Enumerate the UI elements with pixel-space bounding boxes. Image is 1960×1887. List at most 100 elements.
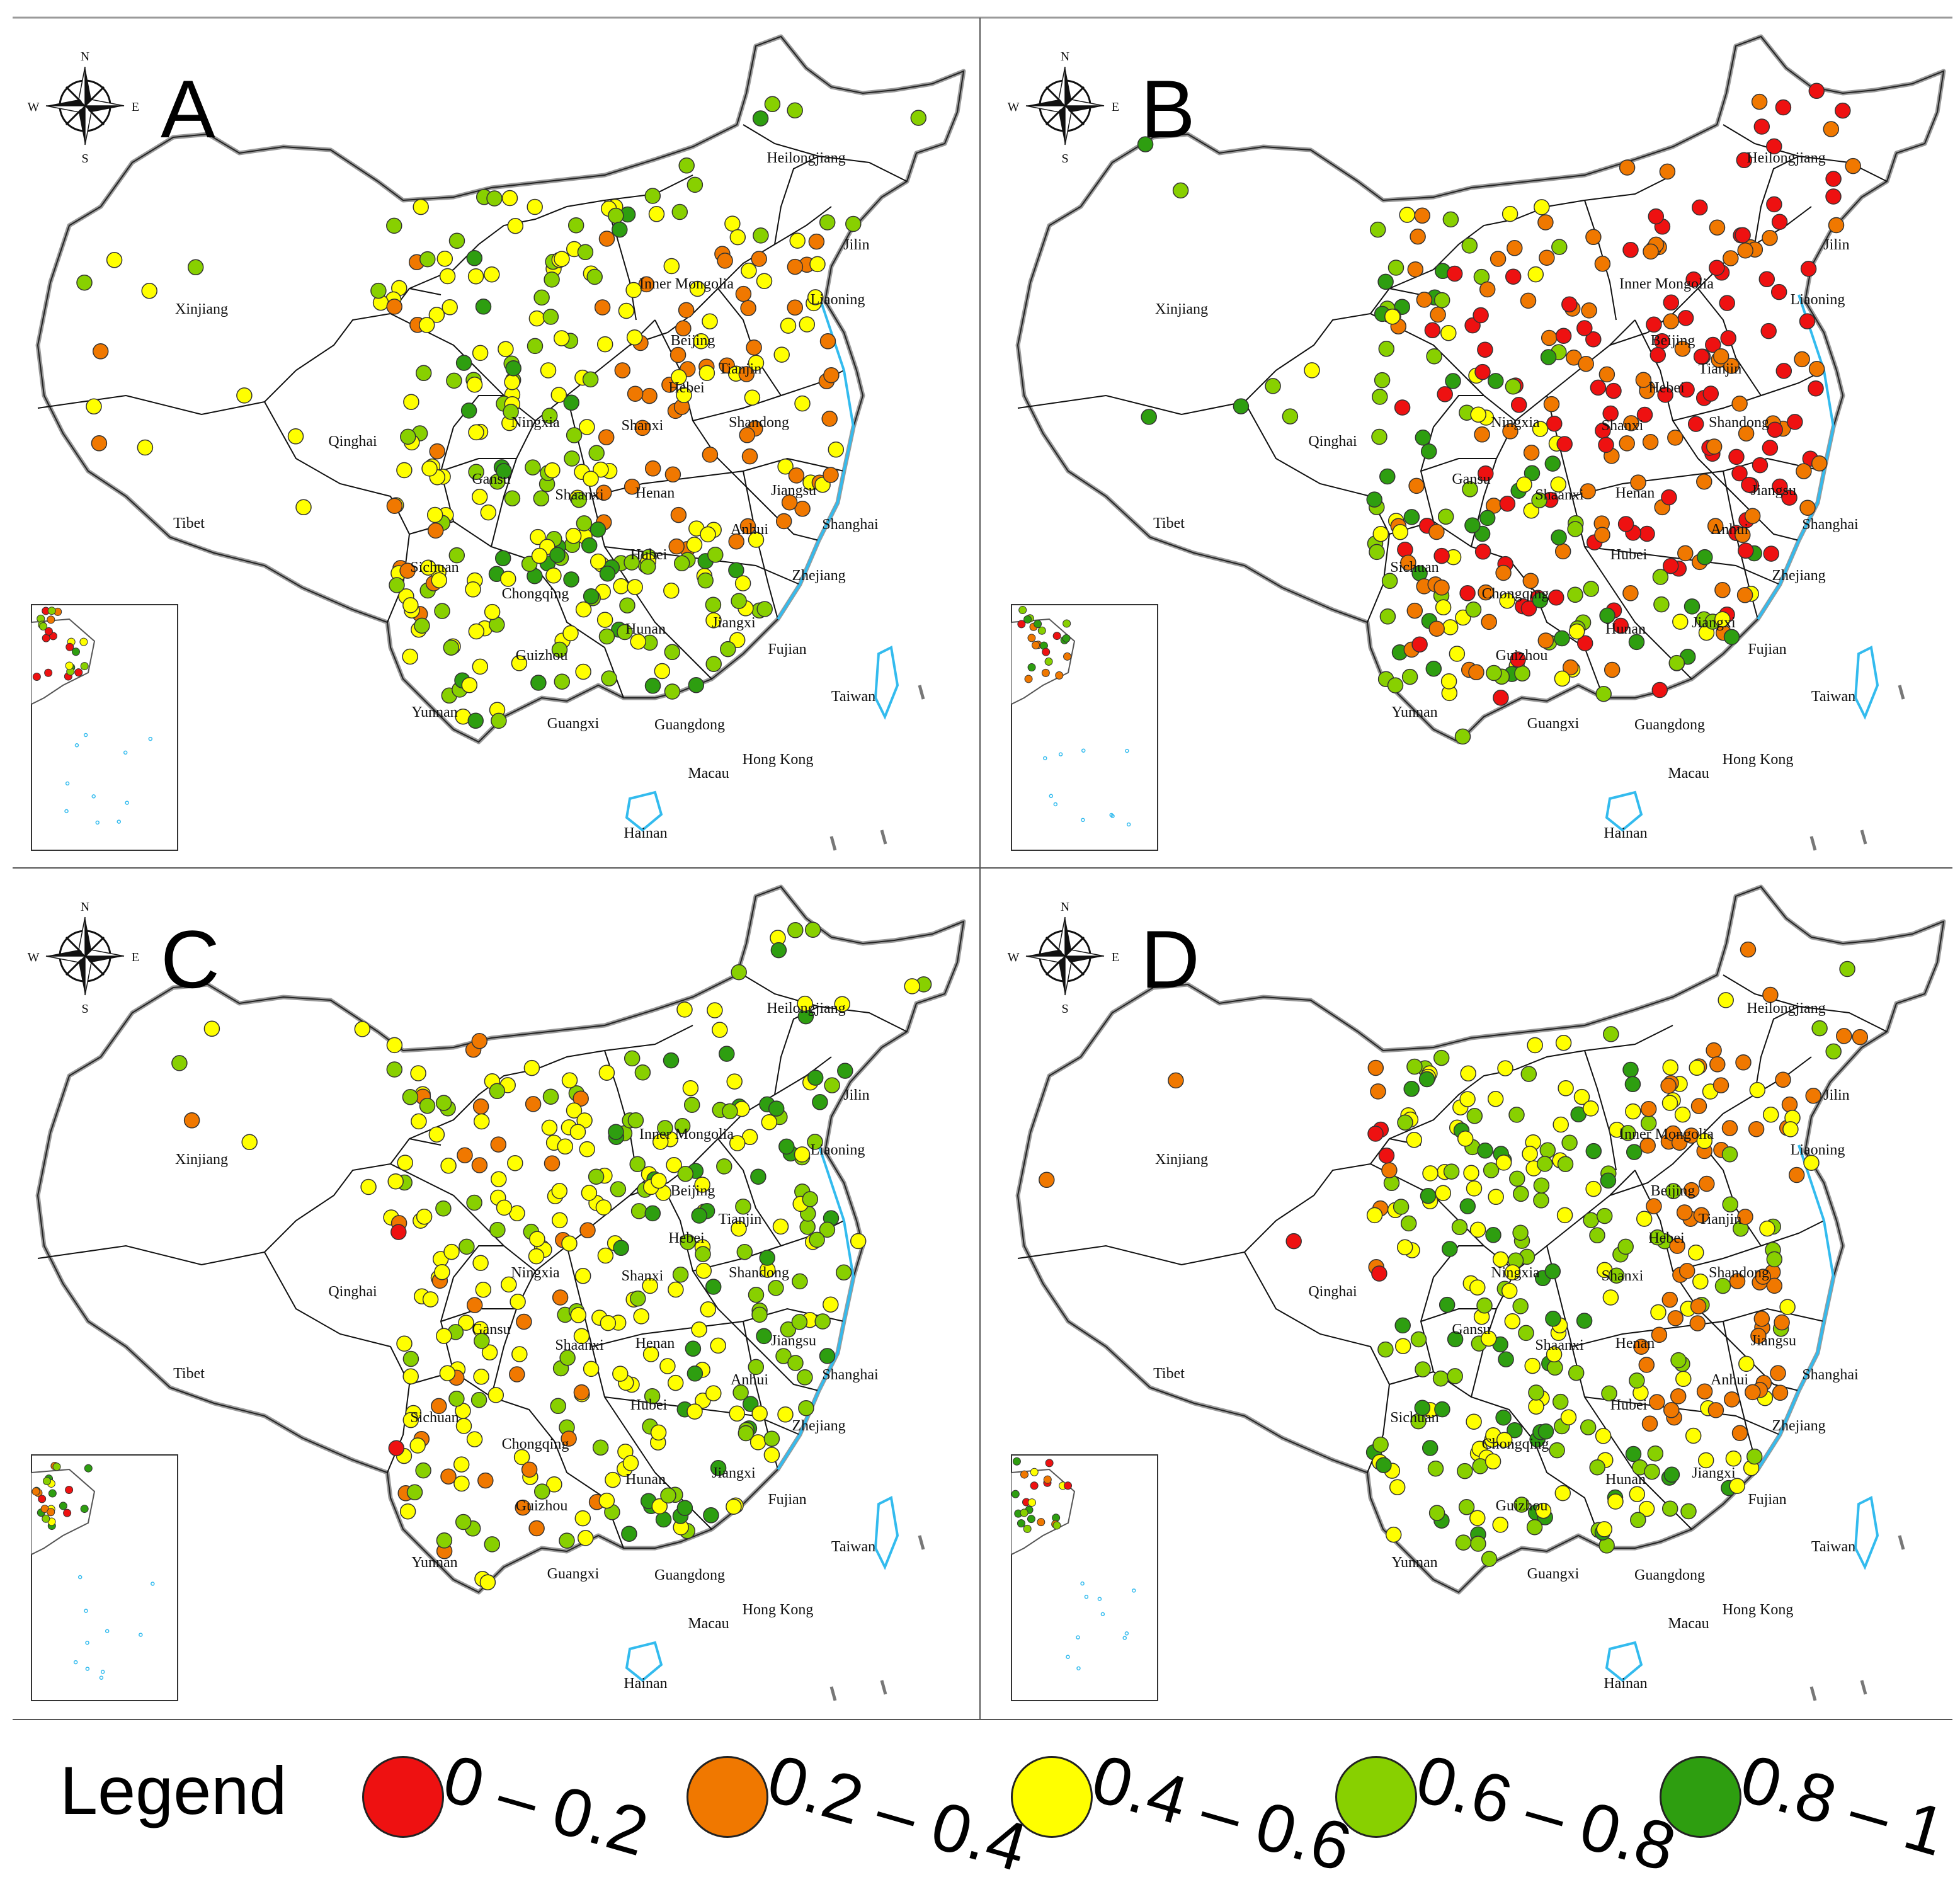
region-label-guizhou: Guizhou xyxy=(516,647,568,664)
site-dot xyxy=(1607,1493,1624,1510)
region-label-xinjiang: Xinjiang xyxy=(1155,1151,1208,1168)
site-dot xyxy=(1617,516,1634,532)
site-dot xyxy=(1604,661,1621,678)
site-dot xyxy=(1594,256,1611,272)
site-dot xyxy=(1479,281,1496,298)
site-dot xyxy=(756,273,773,289)
site-dot xyxy=(1379,468,1396,485)
region-label-jiangxi: Jiangxi xyxy=(1692,615,1736,631)
site-dot xyxy=(582,371,599,388)
site-dot xyxy=(86,398,102,415)
site-dot xyxy=(411,1113,427,1130)
site-dot xyxy=(787,1355,804,1371)
dash-line-mark xyxy=(829,836,837,851)
inset-island xyxy=(148,736,153,741)
site-dot xyxy=(700,1301,717,1318)
site-dot xyxy=(1696,1383,1713,1400)
site-dot xyxy=(1381,573,1398,590)
site-dot xyxy=(651,1498,668,1515)
site-dot xyxy=(494,550,511,567)
region-label-guizhou: Guizhou xyxy=(1496,1498,1548,1514)
site-dot xyxy=(1474,544,1491,560)
site-dot xyxy=(688,676,705,693)
site-dot xyxy=(533,490,550,507)
site-dot xyxy=(794,1146,811,1163)
site-dot xyxy=(1556,1207,1573,1224)
site-dot xyxy=(1400,554,1416,571)
map-panel-c: N S E W C Heilongjiang Jilin Liaoning Inner Mong… xyxy=(28,884,966,1701)
region-label-gansu: Gansu xyxy=(472,1321,510,1338)
site-dot xyxy=(527,338,544,355)
province-boundary xyxy=(629,1056,832,1196)
site-dot xyxy=(415,365,432,382)
site-dot xyxy=(583,470,599,487)
site-dot xyxy=(1544,455,1561,472)
inset-island xyxy=(123,750,128,755)
site-dot xyxy=(484,266,500,283)
site-dot xyxy=(183,1112,200,1129)
site-dot xyxy=(567,217,584,234)
site-dot xyxy=(812,1094,828,1110)
region-label-zhejiang: Zhejiang xyxy=(792,1418,845,1434)
site-dot xyxy=(613,1240,629,1257)
site-dot xyxy=(1688,1244,1704,1261)
site-dot xyxy=(1470,406,1486,423)
site-dot xyxy=(1718,992,1734,1008)
site-dot xyxy=(1707,518,1724,534)
site-dot xyxy=(590,553,607,570)
region-label-hubei: Hubei xyxy=(1610,547,1648,563)
inset-site-dot xyxy=(38,1495,47,1503)
site-dot xyxy=(663,1052,680,1069)
site-dot xyxy=(1558,1080,1574,1097)
site-dot xyxy=(1541,329,1558,346)
site-dot xyxy=(1422,1165,1439,1182)
region-label-guangdong: Guangdong xyxy=(654,717,725,733)
site-dot xyxy=(787,299,804,316)
site-dot xyxy=(682,1080,699,1097)
inset-island xyxy=(73,1660,78,1665)
site-dot xyxy=(1488,1189,1504,1206)
site-dot xyxy=(550,387,567,403)
site-dot xyxy=(1520,292,1537,309)
site-dot xyxy=(642,1346,659,1362)
site-dot xyxy=(1172,182,1189,199)
inset-site-dot xyxy=(1024,675,1033,683)
site-dot xyxy=(1672,613,1689,630)
site-dot xyxy=(744,389,761,406)
site-dot xyxy=(593,461,609,478)
site-dot xyxy=(1440,673,1457,690)
site-dot xyxy=(763,1430,780,1447)
site-dot xyxy=(546,1476,562,1493)
dash-line-mark xyxy=(918,685,925,700)
compass-diagonals xyxy=(65,86,105,126)
site-dot xyxy=(487,1387,504,1403)
site-dot xyxy=(1369,221,1386,238)
site-dot xyxy=(1447,1368,1463,1384)
inset-island xyxy=(1080,1581,1085,1586)
site-dot xyxy=(521,1461,538,1478)
site-dot xyxy=(1723,629,1740,646)
region-label-jilin: Jilin xyxy=(843,237,869,253)
site-dot xyxy=(1545,1311,1561,1327)
inset-site-dot xyxy=(1064,1481,1073,1490)
site-dot xyxy=(1385,1526,1402,1543)
site-dot xyxy=(629,1156,646,1173)
site-dot xyxy=(1803,1154,1820,1171)
site-dot xyxy=(750,1168,766,1185)
site-dot xyxy=(780,317,797,334)
site-dot xyxy=(1633,1338,1649,1355)
region-label-macau: Macau xyxy=(688,1616,729,1632)
site-dot xyxy=(1775,99,1792,116)
compass-n-label: N xyxy=(1061,50,1069,64)
site-dot xyxy=(1702,385,1719,402)
region-label-shanghai: Shanghai xyxy=(822,516,879,533)
site-dot xyxy=(1465,601,1482,618)
site-dot xyxy=(1535,1502,1552,1519)
hainan-island xyxy=(625,1641,663,1682)
site-dot xyxy=(1665,1183,1682,1199)
site-dot xyxy=(1662,557,1679,574)
inset-site-dot xyxy=(80,662,89,671)
site-dot xyxy=(1479,510,1496,527)
site-dot xyxy=(1561,296,1578,312)
site-dot xyxy=(598,1064,615,1081)
